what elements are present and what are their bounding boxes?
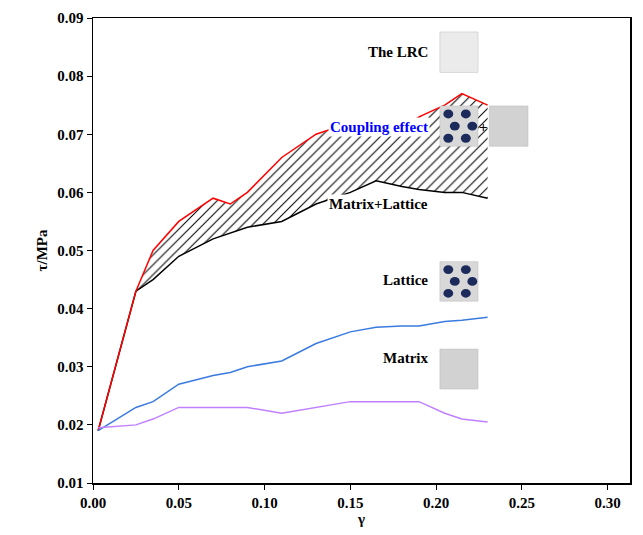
svg-text:0.10: 0.10 xyxy=(251,495,277,511)
svg-text:0.07: 0.07 xyxy=(57,127,84,143)
svg-text:0.30: 0.30 xyxy=(595,495,621,511)
svg-text:γ: γ xyxy=(357,511,365,527)
svg-text:Coupling effect: Coupling effect xyxy=(330,119,428,135)
svg-text:0.06: 0.06 xyxy=(57,185,84,201)
svg-text:0.04: 0.04 xyxy=(57,301,84,317)
svg-text:0.01: 0.01 xyxy=(57,475,83,491)
svg-text:0.05: 0.05 xyxy=(57,243,83,259)
svg-text:0.25: 0.25 xyxy=(509,495,535,511)
svg-text:0.08: 0.08 xyxy=(57,68,83,84)
svg-text:Matrix+Lattice: Matrix+Lattice xyxy=(329,196,428,212)
svg-text:Matrix: Matrix xyxy=(383,350,428,366)
svg-text:0.02: 0.02 xyxy=(57,417,83,433)
svg-text:The LRC: The LRC xyxy=(368,44,428,60)
svg-text:+: + xyxy=(479,119,488,135)
svg-text:Lattice: Lattice xyxy=(383,272,428,288)
svg-text:0.20: 0.20 xyxy=(423,495,449,511)
svg-text:0.09: 0.09 xyxy=(57,10,83,26)
svg-text:0.05: 0.05 xyxy=(166,495,192,511)
svg-text:0.15: 0.15 xyxy=(337,495,363,511)
svg-text:0.00: 0.00 xyxy=(80,495,106,511)
svg-text:τ/MPa: τ/MPa xyxy=(34,229,50,271)
svg-text:0.03: 0.03 xyxy=(57,359,83,375)
